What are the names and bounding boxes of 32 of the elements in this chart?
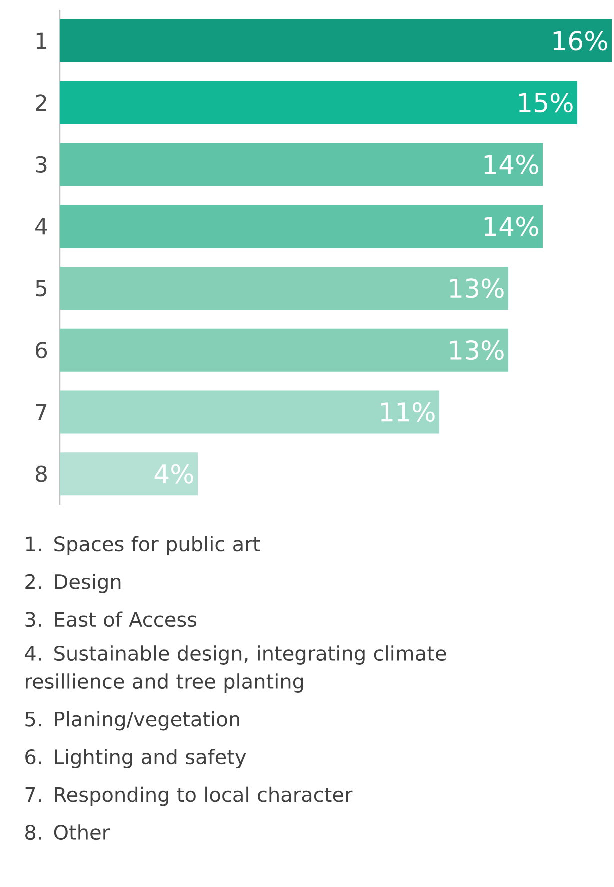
bar [60,452,198,496]
text: 6. Lighting and safety [26,749,246,768]
bar [60,266,508,310]
bar [60,143,543,186]
text: 3. East of Access [26,612,197,628]
bar [60,390,440,434]
text: 1. Spaces for public art [26,536,260,556]
data-label: 14% [484,154,538,175]
text: 5. Planing/vegetation [26,711,240,731]
data-label: 14% [484,216,538,236]
text: 7. Responding to local character [26,786,353,806]
text: 8. Other [26,824,110,840]
y-tick-label: 4 [36,218,48,235]
data-label: 15% [519,92,573,113]
text: 2. Design [26,574,121,594]
y-tick-label: 2 [36,94,46,111]
bar [60,81,578,124]
y-tick-label: 8 [36,466,47,482]
text: 4. Sustainable design, integrating climate resillience and tree planting [25,646,446,693]
data-label: 11% [381,402,435,422]
y-tick-label: 6 [36,342,48,359]
y-tick-label: 1 [36,32,46,49]
y-tick-label: 3 [36,156,47,174]
y-tick-label: 5 [36,280,47,297]
data-label: 13% [450,278,504,298]
data-label: 16% [554,31,608,51]
bar [60,328,508,372]
bar [60,205,543,248]
data-label: 13% [450,340,504,360]
data-label: 4% [154,464,194,484]
y-tick-label: 7 [36,404,47,420]
bar [60,19,612,62]
